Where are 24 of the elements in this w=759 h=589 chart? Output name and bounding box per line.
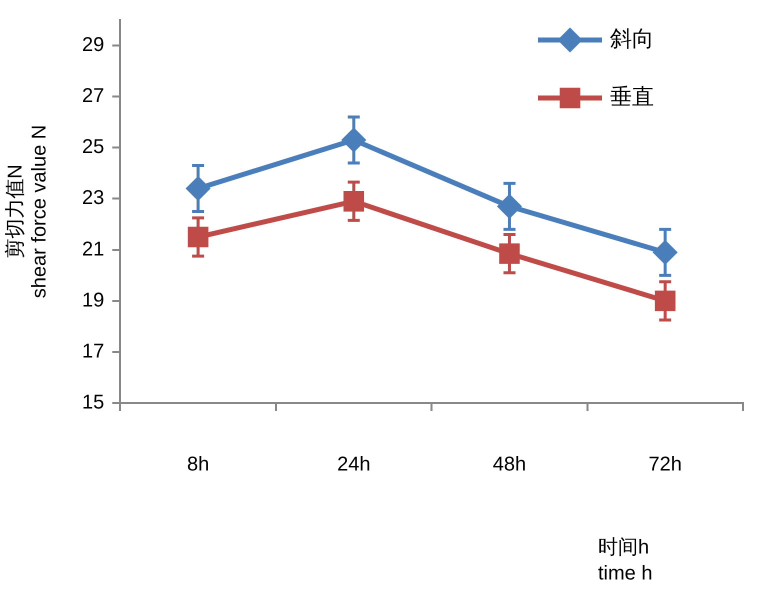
point: [186, 177, 210, 200]
y-tick-label: 25: [82, 136, 104, 158]
y-tick-label: 19: [82, 289, 104, 312]
y-tick-label: 27: [82, 85, 104, 108]
point: [498, 194, 521, 218]
x-axis-title: 时间h time h: [598, 536, 652, 585]
legend-label: 垂直: [610, 84, 654, 110]
y-tick-label: 29: [82, 34, 104, 56]
y-tick-label: 21: [82, 238, 104, 260]
point: [342, 128, 366, 152]
point: [654, 240, 677, 264]
y-tick-label: 23: [82, 187, 104, 210]
x-tick-label: 8h: [186, 454, 210, 476]
point: [499, 243, 520, 264]
point: [344, 191, 364, 212]
point: [654, 290, 676, 312]
y-axis-title: 剪切力值N shear force value N: [4, 124, 51, 298]
y-tick-label: 15: [82, 392, 104, 414]
point: [188, 226, 208, 248]
x-tick-label: 24h: [337, 454, 370, 476]
legend-label: 斜向: [610, 26, 654, 52]
x-tick-label: 72h: [648, 454, 682, 476]
y-tick-label: 17: [82, 340, 104, 362]
x-tick-label: 48h: [492, 454, 526, 476]
